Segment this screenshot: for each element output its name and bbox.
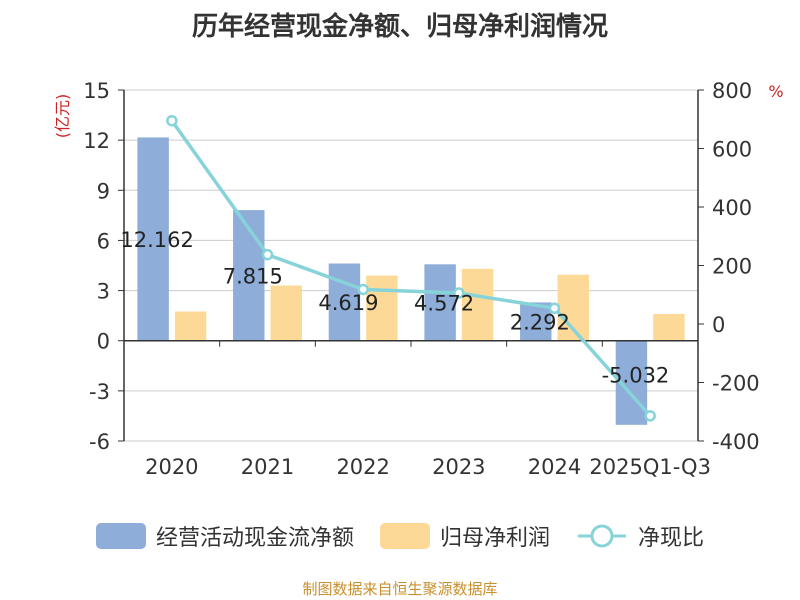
- bar-net-profit: [270, 285, 302, 341]
- point-cash-ratio: [261, 248, 274, 261]
- x-tick-label: 2024: [528, 455, 581, 479]
- legend-label-cash-ratio: 净现比: [638, 526, 705, 551]
- point-cash-ratio: [357, 283, 369, 296]
- legend-item-operating-cash-flow[interactable]: 经营活动现金流净额: [95, 520, 354, 552]
- bar-net-profit: [174, 311, 207, 341]
- bar-net-profit: [653, 313, 685, 341]
- y-left-tick-label: 12: [83, 129, 110, 153]
- y-right-tick-label: 800: [712, 79, 752, 103]
- bar-operating-cash-flow: [424, 264, 456, 341]
- y-left-tick-label: 0: [97, 330, 110, 354]
- bar-net-profit: [461, 268, 494, 341]
- y-right-tick-label: 400: [712, 196, 752, 220]
- data-label-operating-cash-flow: 12.162: [120, 228, 193, 252]
- bar-operating-cash-flow: [328, 263, 361, 341]
- y-left-tick-label: 6: [97, 229, 110, 253]
- data-label-operating-cash-flow: -5.032: [602, 363, 670, 387]
- line-cash-ratio: [170, 119, 652, 418]
- data-label-operating-cash-flow: 2.292: [510, 311, 570, 335]
- y-right-tick-label: 0: [712, 313, 725, 337]
- y-left-tick-label: 9: [97, 179, 110, 203]
- point-cash-ratio: [644, 410, 656, 422]
- bar-operating-cash-flow: [233, 210, 265, 341]
- legend-item-cash-ratio[interactable]: 净现比: [576, 520, 704, 552]
- x-tick-label: 2025Q1-Q3: [589, 455, 711, 479]
- y-left-tick-label: -3: [89, 380, 110, 404]
- y-right-tick-label: -400: [712, 430, 760, 454]
- y-left-tick-label: 3: [97, 280, 110, 304]
- x-tick-label: 2021: [241, 455, 294, 479]
- y-right-axis-label: %: [768, 82, 783, 101]
- y-left-tick-label: -6: [89, 430, 110, 454]
- legend-label-operating-cash-flow: 经营活动现金流净额: [155, 526, 354, 551]
- bar-operating-cash-flow: [137, 137, 169, 341]
- y-right-tick-label: 200: [712, 255, 752, 279]
- legend-swatch-net-profit: [379, 523, 430, 549]
- data-label-operating-cash-flow: 7.815: [223, 264, 283, 288]
- source-footer: 制图数据来自恒生聚源数据库: [302, 580, 498, 598]
- y-left-axis-label: (亿元): [53, 94, 72, 139]
- y-right-tick-label: -200: [712, 372, 760, 396]
- legend-swatch-operating-cash-flow: [95, 523, 146, 549]
- bar-operating-cash-flow: [520, 302, 552, 341]
- legend-label-net-profit: 归母净利润: [439, 526, 550, 551]
- legend-swatch-cash-ratio: [578, 524, 626, 548]
- point-cash-ratio: [166, 114, 178, 127]
- legend: 经营活动现金流净额 归母净利润 净现比: [0, 516, 800, 556]
- bar-net-profit: [366, 275, 398, 341]
- x-tick-label: 2020: [145, 455, 198, 479]
- data-label-operating-cash-flow: 4.619: [318, 291, 378, 315]
- x-tick-label: 2022: [336, 455, 389, 479]
- y-right-tick-label: 600: [712, 138, 752, 162]
- data-label-operating-cash-flow: 4.572: [414, 292, 474, 316]
- point-cash-ratio: [453, 287, 465, 299]
- x-tick-label: 2023: [432, 455, 485, 479]
- legend-item-net-profit[interactable]: 归母净利润: [379, 520, 550, 552]
- y-left-tick-label: 15: [83, 79, 110, 103]
- point-cash-ratio: [548, 302, 561, 314]
- chart-title: 历年经营现金净额、归母净利润情况: [191, 12, 608, 42]
